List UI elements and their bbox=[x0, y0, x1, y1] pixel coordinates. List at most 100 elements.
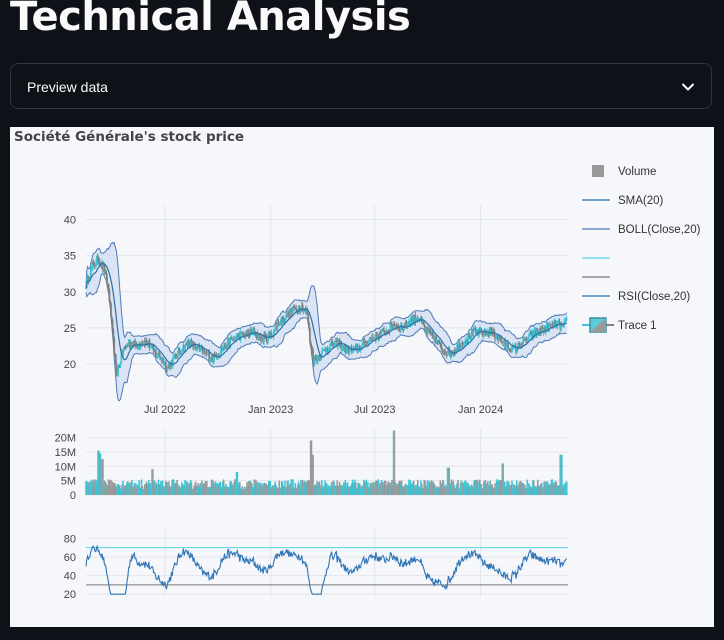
volume-bar bbox=[543, 481, 545, 495]
volume-bar bbox=[317, 483, 319, 495]
volume-bar bbox=[235, 472, 238, 495]
volume-y-tick-label: 15M bbox=[55, 447, 76, 459]
candle-body bbox=[346, 348, 348, 354]
candle-body bbox=[533, 330, 536, 337]
candle-body bbox=[149, 347, 152, 349]
candle-body bbox=[90, 267, 93, 269]
candle-body bbox=[441, 348, 443, 350]
volume-bar bbox=[309, 480, 311, 495]
volume-bar bbox=[164, 486, 166, 495]
candle-body bbox=[423, 323, 426, 326]
volume-bar bbox=[520, 482, 523, 495]
volume-bar bbox=[455, 485, 458, 495]
candle-body bbox=[470, 337, 472, 339]
preview-data-expander[interactable]: Preview data bbox=[10, 63, 712, 109]
x-tick-label: Jan 2023 bbox=[248, 404, 293, 416]
candle-body bbox=[446, 352, 449, 356]
volume-bar bbox=[368, 486, 371, 495]
volume-bar bbox=[339, 487, 342, 495]
volume-bar bbox=[511, 487, 514, 495]
candle-body bbox=[110, 303, 112, 317]
volume-bar bbox=[539, 486, 541, 495]
volume-bar bbox=[551, 479, 554, 495]
volume-bar bbox=[159, 484, 161, 495]
volume-bar bbox=[347, 486, 350, 495]
candle-body bbox=[362, 341, 364, 345]
volume-bar bbox=[372, 484, 375, 495]
volume-bar bbox=[509, 484, 512, 495]
candle-body bbox=[386, 330, 389, 332]
volume-bar bbox=[324, 480, 326, 495]
volume-bar bbox=[373, 482, 376, 495]
volume-bar bbox=[294, 482, 297, 495]
volume-bar bbox=[387, 482, 390, 495]
volume-bar bbox=[348, 488, 351, 495]
volume-bar bbox=[532, 480, 534, 495]
volume-bar bbox=[315, 484, 318, 495]
candle-body bbox=[146, 341, 149, 344]
candle-body bbox=[98, 261, 101, 266]
volume-bar bbox=[120, 488, 123, 495]
volume-bar bbox=[419, 487, 421, 495]
volume-y-tick-label: 0 bbox=[70, 490, 76, 502]
candle-body bbox=[340, 341, 343, 350]
volume-bar bbox=[164, 480, 167, 495]
volume-bar bbox=[531, 487, 533, 495]
volume-bar bbox=[313, 487, 315, 495]
candle-body bbox=[329, 344, 331, 349]
volume-bar bbox=[389, 484, 392, 495]
candle-body bbox=[93, 265, 96, 267]
candle-body bbox=[150, 346, 153, 348]
candle-body bbox=[235, 335, 238, 338]
candle-body bbox=[429, 331, 432, 335]
candle-body bbox=[317, 357, 319, 362]
volume-bar bbox=[181, 482, 183, 495]
candle-body bbox=[116, 374, 119, 376]
volume-bar bbox=[466, 485, 469, 495]
candle-body bbox=[188, 341, 190, 346]
volume-bar bbox=[462, 482, 464, 495]
volume-bar bbox=[131, 487, 134, 495]
volume-bar bbox=[163, 488, 165, 495]
candle-body bbox=[460, 344, 463, 348]
candle-body bbox=[361, 344, 364, 347]
candle-body bbox=[273, 329, 276, 333]
candle-body bbox=[174, 354, 177, 356]
volume-bar bbox=[108, 480, 111, 495]
chevron-down-icon[interactable] bbox=[681, 79, 695, 98]
volume-bar bbox=[133, 482, 136, 495]
legend-label: Volume bbox=[618, 166, 656, 178]
candle-body bbox=[334, 339, 337, 342]
volume-bar bbox=[237, 486, 239, 495]
volume-bar bbox=[482, 488, 484, 495]
candle-body bbox=[392, 324, 395, 329]
candle-body bbox=[176, 351, 179, 358]
volume-bar bbox=[485, 485, 488, 495]
candle-body bbox=[319, 357, 322, 360]
candle-body bbox=[202, 349, 205, 355]
volume-bar bbox=[154, 486, 157, 495]
volume-bar bbox=[136, 484, 139, 495]
volume-bar bbox=[239, 488, 242, 495]
volume-bar bbox=[233, 481, 235, 495]
candle-body bbox=[472, 328, 475, 336]
candle-body bbox=[341, 346, 344, 348]
candle-body bbox=[527, 337, 529, 340]
volume-bar bbox=[101, 459, 103, 495]
candle-body bbox=[385, 330, 388, 336]
volume-bar bbox=[225, 483, 227, 495]
volume-bar bbox=[329, 486, 331, 495]
volume-bar bbox=[548, 483, 550, 495]
volume-bar bbox=[131, 480, 133, 495]
candle-body bbox=[530, 331, 533, 335]
volume-bar bbox=[494, 483, 496, 495]
candle-body bbox=[306, 309, 309, 315]
volume-bar bbox=[222, 479, 225, 495]
volume-bar bbox=[491, 484, 493, 495]
volume-bar bbox=[467, 483, 470, 495]
volume-bar bbox=[433, 483, 435, 495]
volume-bar bbox=[340, 485, 343, 495]
candle-body bbox=[248, 335, 251, 337]
volume-bar bbox=[299, 487, 301, 495]
volume-bar bbox=[334, 486, 336, 495]
